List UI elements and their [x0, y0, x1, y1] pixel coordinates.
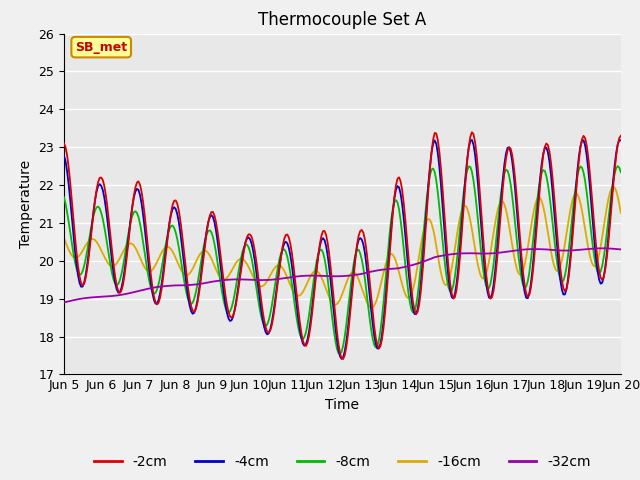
- Title: Thermocouple Set A: Thermocouple Set A: [259, 11, 426, 29]
- Y-axis label: Temperature: Temperature: [19, 160, 33, 248]
- Legend: -2cm, -4cm, -8cm, -16cm, -32cm: -2cm, -4cm, -8cm, -16cm, -32cm: [88, 449, 596, 475]
- Text: SB_met: SB_met: [75, 41, 127, 54]
- X-axis label: Time: Time: [325, 398, 360, 412]
